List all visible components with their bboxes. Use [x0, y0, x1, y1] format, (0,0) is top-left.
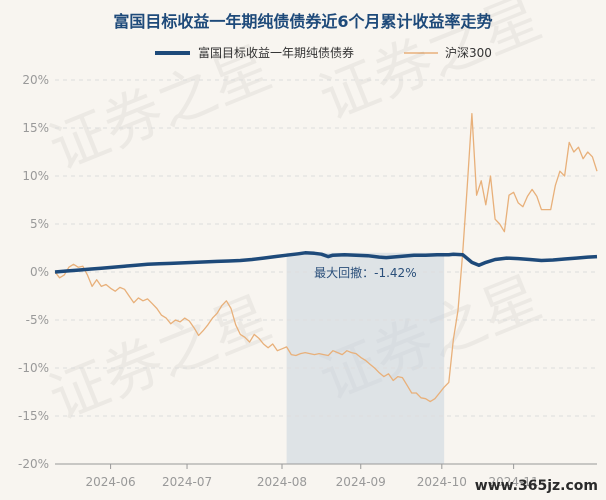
x-tick-label: 2024-07: [162, 475, 212, 489]
y-tick-label: -20%: [18, 457, 49, 471]
grid-lines: [55, 79, 597, 465]
x-axis: 2024-06 2024-07 2024-08 2024-09 2024-10 2024-…: [86, 464, 539, 489]
series-lines: [54, 112, 598, 403]
max-drawdown-label: 最大回撤：-1.42%: [314, 265, 416, 280]
x-tick-label: 2024-08: [257, 475, 307, 489]
legend-label-index: 沪深300: [445, 46, 492, 60]
max-drawdown-band: [286, 252, 445, 464]
watermark-text: 证券之星: [40, 33, 281, 183]
legend-label-fund: 富国目标收益一年期纯债债券: [198, 45, 354, 60]
y-tick-label: 5%: [30, 217, 49, 231]
y-tick-label: 15%: [22, 121, 49, 135]
y-tick-label: -5%: [26, 313, 49, 327]
watermark-text: 证券之星: [40, 283, 281, 433]
x-tick-label: 2024-11: [489, 475, 539, 489]
y-tick-label: 20%: [22, 73, 49, 87]
legend: 富国目标收益一年期纯债债券 沪深300: [155, 45, 492, 60]
x-tick-label: 2024-10: [417, 475, 467, 489]
y-axis: 20% 15% 10% 5% 0% -5% -10% -15% -20%: [18, 73, 49, 471]
y-tick-label: -10%: [18, 361, 49, 375]
series-line-index: [54, 112, 598, 403]
y-tick-label: -15%: [18, 409, 49, 423]
x-tick-label: 2024-06: [86, 475, 136, 489]
x-tick-label: 2024-09: [336, 475, 386, 489]
y-tick-label: 0%: [30, 265, 49, 279]
site-watermark: www.365jz.com: [475, 478, 598, 494]
chart-title: 富国目标收益一年期纯债债券近6个月累计收益率走势: [113, 12, 492, 31]
series-line-fund: [54, 251, 598, 274]
y-tick-label: 10%: [22, 169, 49, 183]
